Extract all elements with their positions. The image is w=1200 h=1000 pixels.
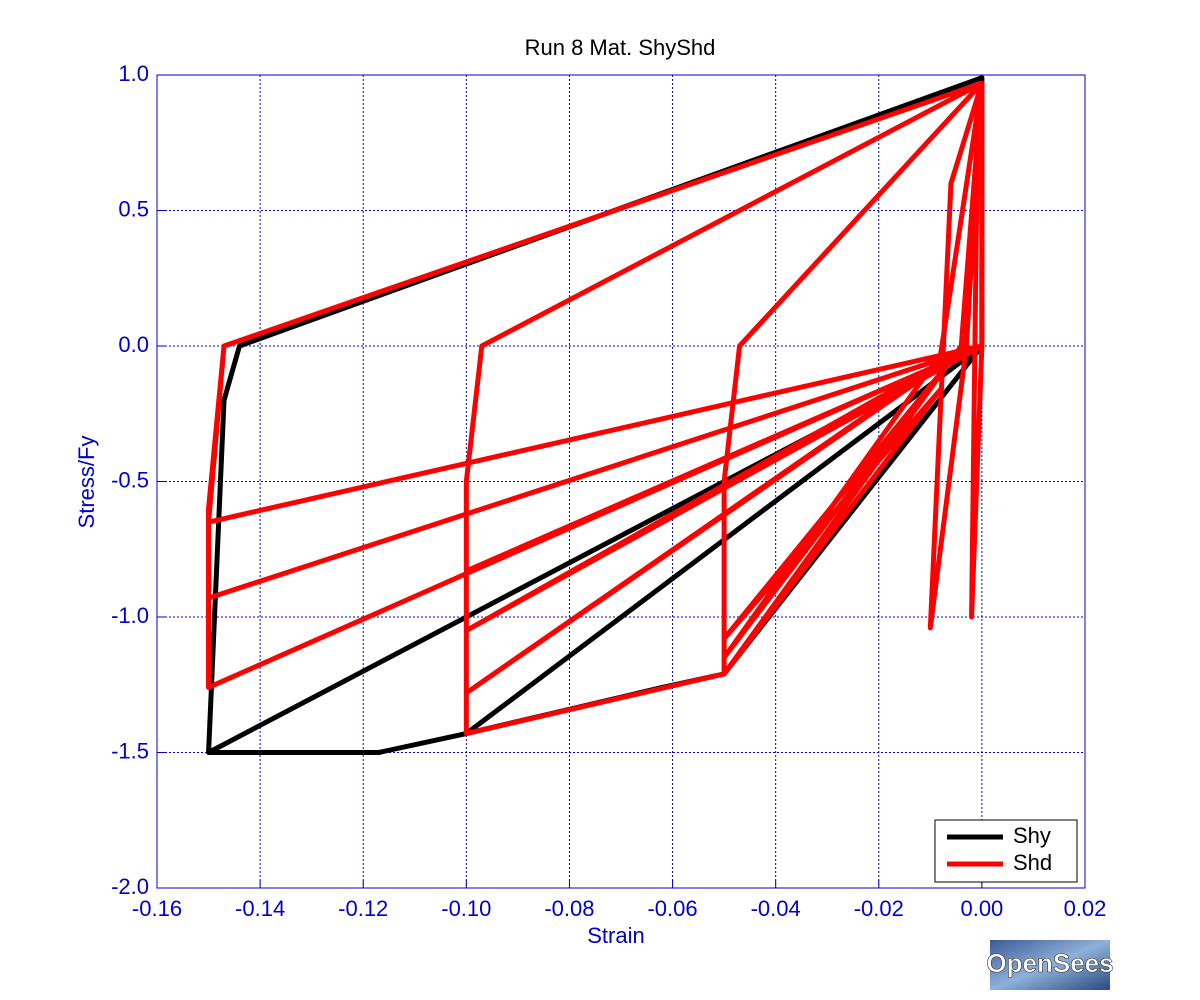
y-tick-label: 1.0 — [118, 61, 149, 86]
legend-label: Shy — [1013, 823, 1051, 848]
x-tick-label: 0.02 — [1064, 896, 1107, 921]
chart-title: Run 8 Mat. ShyShd — [525, 35, 716, 60]
x-tick-label: -0.16 — [132, 896, 182, 921]
x-tick-label: -0.04 — [751, 896, 801, 921]
y-tick-label: -2.0 — [111, 874, 149, 899]
x-tick-label: -0.06 — [647, 896, 697, 921]
legend-box — [934, 819, 1078, 883]
x-tick-label: -0.12 — [338, 896, 388, 921]
x-tick-label: -0.14 — [235, 896, 285, 921]
x-tick-label: -0.10 — [441, 896, 491, 921]
x-tick-label: -0.02 — [854, 896, 904, 921]
x-axis-label: Strain — [587, 923, 644, 948]
logo: OpenSees — [986, 948, 1113, 978]
x-tick-label: -0.08 — [544, 896, 594, 921]
y-tick-label: 0.0 — [118, 332, 149, 357]
legend-label: Shd — [1013, 850, 1052, 875]
series-line — [206, 80, 985, 737]
logo-box — [990, 940, 1110, 990]
y-tick-label: -1.5 — [111, 738, 149, 763]
y-tick-label: 0.5 — [118, 196, 149, 221]
y-tick-label: -1.0 — [111, 603, 149, 628]
y-axis-label: Stress/Fy — [74, 436, 99, 529]
x-tick-label: 0.00 — [960, 896, 1003, 921]
plot-frame — [156, 74, 1086, 889]
y-tick-label: -0.5 — [111, 467, 149, 492]
